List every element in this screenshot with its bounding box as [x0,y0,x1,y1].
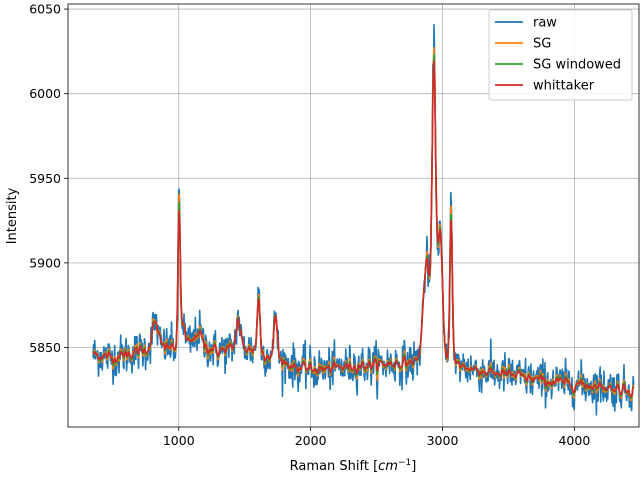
series-lines [92,23,635,416]
legend-label: whittaker [533,79,595,94]
y-tick-label: 5900 [29,255,61,270]
legend-box [488,9,633,101]
x-axis-label: Raman Shift [cm−1] [290,458,417,474]
x-tick-label: 2000 [295,433,327,448]
y-tick-label: 6000 [29,86,61,101]
y-tick-label: 5850 [29,340,61,355]
legend-label: SG [533,37,551,52]
y-tick-label: 6050 [29,2,61,17]
series-line-whittaker [92,60,635,398]
legend-label: SG windowed [533,58,621,73]
x-tick-label: 3000 [427,433,459,448]
legend-label: raw [533,16,557,31]
x-tick-label: 1000 [163,433,195,448]
legend: raw SG SG windowed whittaker [488,9,633,101]
y-axis-label: Intensity [5,187,20,244]
x-tick-label: 4000 [558,433,590,448]
y-tick-label: 5950 [29,171,61,186]
plot-frame [67,3,640,428]
axis-ticks: 1000 2000 3000 4000 5850 5900 5950 6000 6050 [29,2,590,448]
